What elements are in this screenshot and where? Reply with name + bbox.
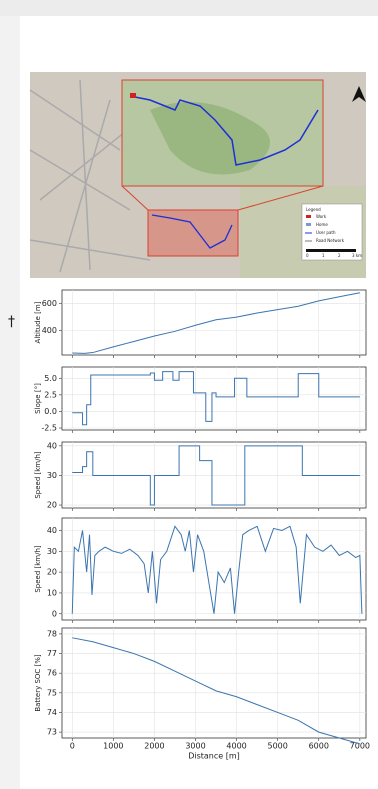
y-tick-label: 0 [52,609,57,618]
scale-bar [306,249,356,252]
plot-frame [62,518,366,620]
legend-title: Legend [306,207,321,212]
y-tick-label: 0.0 [44,407,57,416]
y-axis-label: Battery SOC [%] [34,654,42,712]
scale-label: 3 km [352,253,362,258]
legend-label: Road Network [316,238,345,243]
side-strip [0,16,20,789]
plot-frame [62,290,366,355]
x-tick-label: 7000 [350,742,370,751]
plot-frame [62,367,366,430]
y-tick-label: 77 [47,649,57,658]
y-tick-label: 2.5 [44,390,57,399]
screenshot: † Legend Work Home User path Road Networ… [0,0,378,789]
y-tick-label: 400 [42,326,57,335]
plot-frame [62,628,366,738]
y-axis-label: Altitude [m] [34,301,42,343]
y-axis-label: Slope [°] [34,383,42,414]
y-tick-label: 30 [47,547,57,556]
y-tick-label: 600 [42,299,57,308]
map-legend: Legend Work Home User path Road Network … [302,204,362,260]
y-tick-label: 30 [47,471,57,480]
x-tick-label: 5000 [267,742,287,751]
y-tick-label: 5.0 [44,374,57,383]
y-tick-label: 20 [47,501,57,510]
legend-label: Work [316,214,327,219]
y-tick-label: 76 [47,669,57,678]
y-axis-label: Speed [km/h] [34,451,42,499]
side-mark: † [8,314,15,330]
y-tick-label: 74 [47,708,57,717]
y-tick-label: 40 [47,441,57,450]
x-tick-label: 2000 [144,742,164,751]
y-tick-label: 75 [47,688,57,697]
x-tick-label: 6000 [309,742,329,751]
top-bar [0,0,378,16]
y-tick-label: 40 [47,526,57,535]
legend-swatch [306,223,311,226]
map: Legend Work Home User path Road Network … [30,72,366,278]
x-tick-label: 0 [70,742,75,751]
legend-swatch [306,215,311,218]
y-tick-label: 73 [47,728,57,737]
y-tick-label: 10 [47,588,57,597]
x-tick-label: 1000 [103,742,123,751]
y-tick-label: 20 [47,568,57,577]
x-axis-label: Distance [m] [188,752,240,761]
work-icon [130,93,136,98]
legend-label: Home [316,222,328,227]
y-tick-label: 78 [47,629,57,638]
y-axis-label: Speed [km/h] [34,545,42,593]
legend-label: User path [316,230,336,235]
x-tick-label: 3000 [185,742,205,751]
x-tick-label: 4000 [226,742,246,751]
y-tick-label: -2.5 [41,424,57,433]
